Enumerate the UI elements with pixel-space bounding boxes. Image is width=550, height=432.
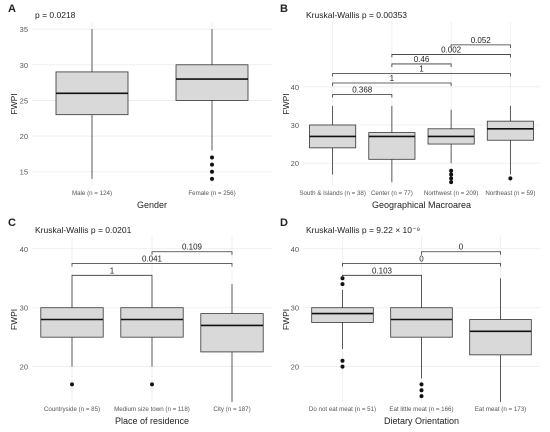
y-tick-label: 15	[20, 168, 28, 177]
panel-tag: A	[8, 3, 16, 15]
outlier-point	[449, 172, 454, 177]
comparison-bracket	[342, 263, 501, 267]
box	[40, 307, 104, 338]
y-tick-label: 40	[291, 83, 299, 92]
comparison-bracket	[332, 73, 511, 77]
pvalue-label: Kruskal-Wallis p = 9.22 × 10⁻⁹	[306, 225, 420, 235]
outlier-point	[210, 155, 214, 160]
outlier-point	[340, 364, 345, 369]
box	[469, 319, 532, 356]
comparison-label: 1	[390, 74, 395, 83]
y-axis-label: FWPI	[281, 93, 291, 114]
y-tick-label: 25	[20, 96, 28, 105]
y-tick-label: 35	[20, 25, 28, 34]
box	[486, 120, 534, 141]
panel-b: 20 30 40 B Kruskal-Wallis p = 0.00353 FWPI Sou…	[280, 3, 540, 210]
y-axis-label: FWPI	[281, 309, 291, 330]
x-tick-label: Medium size town (n = 118)	[114, 406, 190, 413]
x-tick-label: Male (n = 124)	[72, 190, 112, 197]
comparison-bracket	[332, 94, 393, 98]
comparison-label: 0.109	[182, 243, 203, 252]
comparison-bracket	[342, 274, 422, 279]
outlier-point	[419, 394, 424, 399]
pvalue-label: Kruskal-Wallis p = 0.0201	[35, 225, 132, 235]
comparison-bracket	[450, 44, 511, 48]
y-tick-label: 40	[20, 245, 28, 254]
box	[200, 313, 264, 353]
outlier-point	[210, 169, 214, 174]
y-tick-label: 20	[291, 159, 299, 168]
y-tick-label: 30	[291, 304, 299, 313]
x-tick-label: Do not eat meat (n = 51)	[309, 406, 376, 413]
x-axis-label: Dietary Orientation	[384, 416, 459, 426]
comparison-label: 0.002	[441, 45, 462, 54]
comparison-label: 0.103	[372, 266, 393, 275]
x-tick-label: Northeast (n = 59)	[485, 190, 535, 197]
comparison-bracket	[391, 63, 452, 67]
x-tick-label: Eat meat (n = 173)	[475, 406, 526, 413]
comparison-bracket	[71, 274, 153, 279]
outlier-point	[340, 358, 345, 363]
comparison-label: 1	[419, 64, 424, 73]
comparison-label: 0	[419, 255, 424, 264]
outlier-point	[150, 382, 154, 387]
outlier-point	[449, 168, 454, 173]
panel-a: 15 20 25 30 35 A p = 0.0218 FWPI Male (n = 124) F…	[8, 3, 272, 210]
x-axis-label: Geographical Macroarea	[372, 200, 471, 210]
comparison-label: 0.46	[414, 55, 430, 64]
outlier-point	[449, 176, 454, 181]
x-tick-label: Center (n = 77)	[371, 190, 413, 197]
box	[175, 64, 249, 101]
comparison-label: 0.041	[142, 255, 163, 264]
outlier-point	[210, 176, 214, 181]
panel-tag: B	[280, 3, 288, 15]
comparison-label: 0.368	[352, 85, 373, 94]
panel-tag: C	[8, 217, 16, 229]
comparison-bracket	[421, 251, 501, 255]
outlier-point	[419, 388, 424, 393]
x-tick-label: Eat little meat (n = 166)	[389, 406, 453, 413]
y-tick-label: 20	[291, 363, 299, 372]
comparison-bracket	[151, 251, 233, 255]
pvalue-label: p = 0.0218	[35, 10, 76, 20]
panel-c: 20 30 40 C Kruskal-Wallis p = 0.0201 FWPI Coun…	[8, 217, 272, 426]
y-tick-label: 30	[20, 61, 28, 70]
pvalue-label: Kruskal-Wallis p = 0.00353	[306, 10, 407, 20]
y-tick-label: 20	[20, 132, 28, 141]
box	[311, 307, 374, 323]
panel-d: 20 30 40 D Kruskal-Wallis p = 9.22 × 10⁻⁹ FWP…	[280, 217, 540, 426]
x-tick-label: Northwest (n = 209)	[424, 190, 479, 197]
outlier-point	[449, 180, 454, 185]
y-tick-label: 30	[20, 304, 28, 313]
outlier-point	[70, 382, 74, 387]
y-axis-label: FWPI	[9, 309, 19, 330]
y-axis-label: FWPI	[9, 93, 19, 114]
box	[390, 307, 453, 338]
comparison-label: 0	[459, 243, 464, 252]
outlier-point	[340, 282, 345, 287]
x-tick-label: South & Islands (n = 38)	[299, 190, 366, 197]
comparison-bracket	[332, 82, 452, 87]
x-tick-label: Female (n = 256)	[188, 190, 235, 197]
y-tick-label: 40	[291, 245, 299, 254]
comparison-label: 1	[110, 266, 115, 275]
panel-tag: D	[280, 217, 288, 229]
comparison-bracket	[71, 263, 233, 267]
outlier-point	[210, 162, 214, 167]
x-tick-label: City (n = 187)	[213, 406, 250, 413]
outlier-point	[419, 382, 424, 387]
box	[120, 307, 184, 338]
comparison-label: 0.052	[471, 36, 492, 45]
comparison-bracket	[391, 54, 511, 58]
outlier-point	[508, 176, 513, 181]
y-tick-label: 30	[291, 121, 299, 130]
x-axis-label: Place of residence	[115, 416, 189, 426]
x-tick-label: Countryside (n = 85)	[44, 406, 100, 413]
y-tick-label: 20	[20, 363, 28, 372]
x-axis-label: Gender	[137, 200, 167, 210]
